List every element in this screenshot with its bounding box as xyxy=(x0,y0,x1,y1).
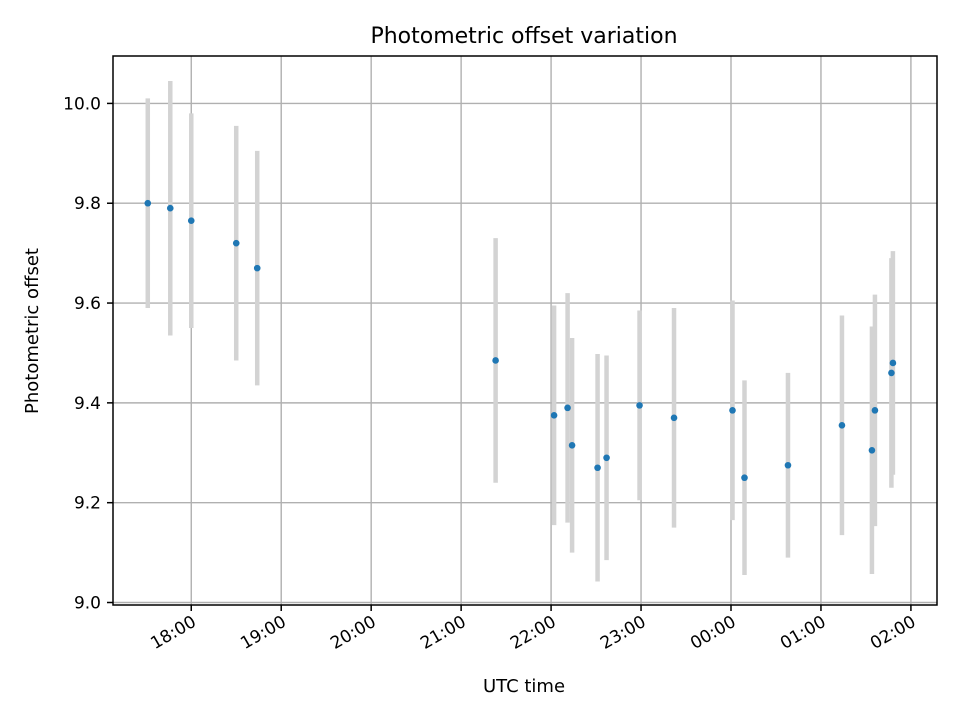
data-point xyxy=(871,407,879,414)
data-point xyxy=(868,446,876,454)
data-point xyxy=(550,412,558,419)
data-point xyxy=(729,407,736,414)
data-point xyxy=(232,239,240,247)
data-point xyxy=(166,204,174,212)
x-tick-label: 18:00 xyxy=(147,612,199,654)
data-point xyxy=(144,199,152,207)
data-point xyxy=(889,359,897,367)
data-point xyxy=(741,474,748,482)
x-tick-label: 20:00 xyxy=(327,612,379,654)
y-axis-label: Photometric offset xyxy=(22,248,43,414)
data-point xyxy=(564,404,571,412)
x-tick-label: 19:00 xyxy=(237,612,289,654)
data-point xyxy=(594,464,601,472)
y-tick-label: 9.0 xyxy=(74,594,101,614)
y-tick-label: 10.0 xyxy=(63,94,101,114)
data-point xyxy=(838,422,846,429)
y-tick-label: 9.4 xyxy=(74,394,101,414)
data-points xyxy=(144,199,897,482)
data-point xyxy=(187,217,195,224)
data-point xyxy=(253,264,261,272)
y-tick-label: 9.6 xyxy=(74,294,101,314)
x-tick-label: 22:00 xyxy=(507,612,559,654)
error-bars xyxy=(145,80,896,582)
x-tick-label: 21:00 xyxy=(417,612,469,654)
x-axis-label: UTC time xyxy=(483,676,565,697)
y-tick-label: 9.8 xyxy=(74,194,101,214)
x-tick-label: 23:00 xyxy=(597,612,649,654)
chart-title: Photometric offset variation xyxy=(370,24,677,49)
data-point xyxy=(784,461,792,469)
data-point xyxy=(888,369,895,377)
data-point xyxy=(603,454,610,462)
data-point xyxy=(670,414,678,422)
x-tick-label: 00:00 xyxy=(687,612,739,654)
data-point xyxy=(492,357,499,364)
y-tick-label: 9.2 xyxy=(74,494,101,514)
data-point xyxy=(636,402,643,409)
plot-frame xyxy=(112,55,938,606)
x-tick-label: 02:00 xyxy=(867,612,919,654)
data-point xyxy=(568,441,576,449)
x-tick-label: 01:00 xyxy=(777,612,829,654)
